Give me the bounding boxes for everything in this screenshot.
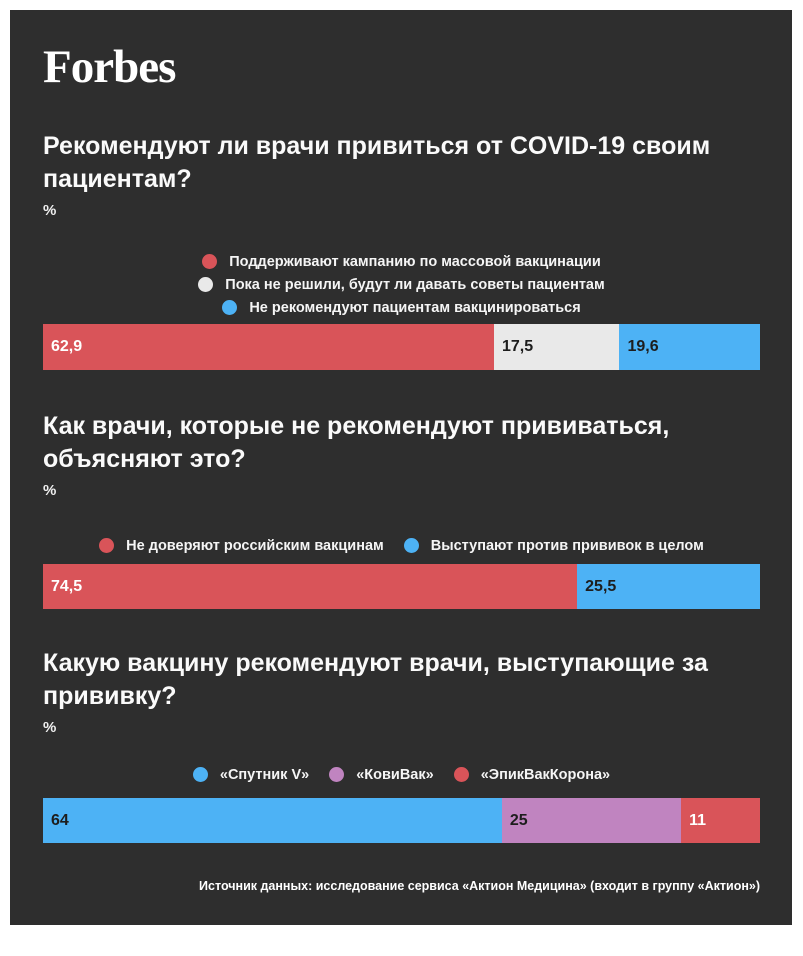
legend-label: Выступают против прививок в целом: [430, 537, 704, 554]
chart-legend: «Спутник V» «КовиВак» «ЭпикВакКорона»: [43, 763, 760, 786]
forbes-logo: Forbes: [43, 41, 176, 93]
legend-dot-blue-icon: [192, 767, 208, 782]
infographic-panel: Forbes Рекомендуют ли врачи привиться от…: [10, 10, 792, 925]
legend-item: «КовиВак»: [329, 766, 434, 783]
chart-section-reasons: Как врачи, которые не рекомендуют привив…: [43, 410, 760, 609]
bar-segment-distrust: 74,5: [43, 564, 578, 609]
bar-value: 64: [51, 811, 69, 829]
unit-label: %: [43, 202, 57, 219]
bar-segment-antivax: 25,5: [577, 564, 760, 609]
bar-value: 19,6: [627, 338, 659, 355]
legend-dot-blue-icon: [403, 538, 419, 553]
legend-row: Поддерживают кампанию по массовой вакцин…: [202, 250, 601, 273]
legend-row: Пока не решили, будут ли давать советы п…: [198, 273, 605, 296]
bar-value: 11: [689, 811, 707, 829]
chart-legend: Поддерживают кампанию по массовой вакцин…: [43, 250, 760, 319]
legend-item: Поддерживают кампанию по массовой вакцин…: [202, 254, 601, 270]
bar-segment-undecided: 17,5: [493, 324, 620, 370]
legend-item: Не доверяют российским вакцинам: [99, 538, 384, 554]
legend-label: «ЭпикВакКорона»: [480, 766, 611, 783]
bar-segment-covivac: 25: [501, 798, 682, 843]
legend-dot-gray-icon: [198, 277, 214, 292]
legend-dot-blue-icon: [222, 300, 238, 315]
bar-segment-not-recommend: 19,6: [619, 324, 760, 370]
chart-title: Как врачи, которые не рекомендуют привив…: [43, 412, 670, 473]
legend-label: Пока не решили, будут ли давать советы п…: [225, 276, 605, 293]
bar-value: 62,9: [51, 338, 83, 355]
legend-item: «ЭпикВакКорона»: [453, 766, 611, 783]
legend-dot-red-icon: [453, 767, 469, 782]
legend-label: «Спутник V»: [219, 766, 310, 783]
bar-value: 17,5: [501, 338, 534, 355]
unit-label: %: [43, 719, 57, 736]
legend-label: Не доверяют российским вакцинам: [126, 537, 384, 554]
legend-row: Не рекомендуют пациентам вакцинироваться: [222, 296, 581, 319]
legend-item: «Спутник V»: [192, 766, 310, 783]
legend-label: «КовиВак»: [356, 766, 434, 783]
chart-title: Рекомендуют ли врачи привиться от COVID-…: [43, 132, 711, 193]
source-note: Источник данных: исследование сервиса «А…: [199, 879, 760, 893]
legend-item: Выступают против прививок в целом: [403, 537, 704, 554]
legend-row: «Спутник V» «КовиВак» «ЭпикВакКорона»: [192, 763, 611, 786]
legend-dot-red-icon: [202, 254, 218, 269]
legend-label: Не рекомендуют пациентам вакцинироваться: [249, 299, 581, 316]
stacked-bar: 62,9 17,5 19,6: [43, 324, 760, 370]
bar-value: 25,5: [585, 577, 617, 595]
chart-legend: Не доверяют российским вакцинам Выступаю…: [43, 534, 760, 557]
bar-segment-epivaccorona: 11: [681, 798, 760, 843]
bar-value: 74,5: [51, 577, 83, 595]
unit-label: %: [43, 482, 57, 499]
legend-label: Поддерживают кампанию по массовой вакцин…: [229, 253, 601, 270]
bar-segment-sputnik: 64: [43, 798, 502, 843]
chart-section-vaccination-advice: Рекомендуют ли врачи привиться от COVID-…: [43, 130, 760, 370]
legend-item: Пока не решили, будут ли давать советы п…: [198, 276, 605, 293]
legend-dot-purple-icon: [329, 767, 345, 782]
stacked-bar: 64 25 11: [43, 798, 760, 843]
bar-segment-support: 62,9: [43, 324, 494, 370]
legend-row: Не доверяют российским вакцинам Выступаю…: [99, 534, 704, 557]
chart-title: Какую вакцину рекомендуют врачи, выступа…: [43, 649, 708, 710]
chart-section-which-vaccine: Какую вакцину рекомендуют врачи, выступа…: [43, 647, 760, 843]
bar-value: 25: [509, 811, 528, 829]
legend-dot-red-icon: [99, 538, 115, 553]
stacked-bar: 74,5 25,5: [43, 564, 760, 609]
legend-item: Не рекомендуют пациентам вакцинироваться: [222, 299, 581, 316]
